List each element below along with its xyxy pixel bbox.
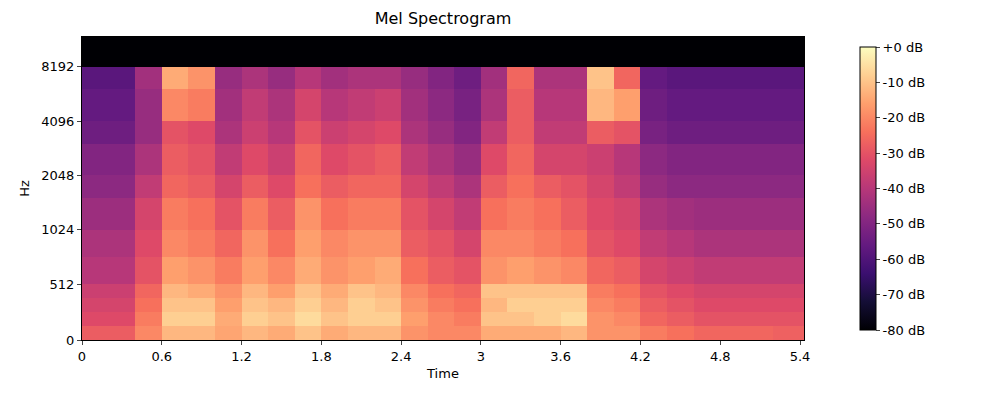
- svg-text:0.6: 0.6: [151, 349, 172, 364]
- svg-text:8192: 8192: [41, 59, 74, 74]
- svg-text:+0 dB: +0 dB: [883, 40, 923, 55]
- svg-text:-10 dB: -10 dB: [883, 75, 926, 90]
- svg-text:2.4: 2.4: [391, 349, 412, 364]
- svg-text:-80 dB: -80 dB: [883, 323, 926, 338]
- svg-text:Time: Time: [426, 366, 459, 381]
- svg-text:4096: 4096: [41, 114, 74, 129]
- svg-text:-70 dB: -70 dB: [883, 287, 926, 302]
- svg-text:Mel Spectrogram: Mel Spectrogram: [375, 9, 512, 28]
- svg-text:3: 3: [477, 349, 485, 364]
- svg-text:0: 0: [66, 333, 74, 348]
- svg-text:0: 0: [78, 349, 86, 364]
- svg-text:4.8: 4.8: [710, 349, 731, 364]
- svg-text:Hz: Hz: [17, 180, 32, 197]
- svg-text:1.8: 1.8: [311, 349, 332, 364]
- svg-text:-20 dB: -20 dB: [883, 110, 926, 125]
- svg-text:-50 dB: -50 dB: [883, 216, 926, 231]
- svg-text:1024: 1024: [41, 222, 74, 237]
- svg-text:-60 dB: -60 dB: [883, 252, 926, 267]
- svg-text:2048: 2048: [41, 168, 74, 183]
- svg-text:-30 dB: -30 dB: [883, 146, 926, 161]
- svg-text:4.2: 4.2: [630, 349, 651, 364]
- svg-text:1.2: 1.2: [231, 349, 252, 364]
- svg-text:3.6: 3.6: [550, 349, 571, 364]
- svg-text:5.4: 5.4: [790, 349, 811, 364]
- svg-text:-40 dB: -40 dB: [883, 181, 926, 196]
- svg-text:512: 512: [50, 277, 75, 292]
